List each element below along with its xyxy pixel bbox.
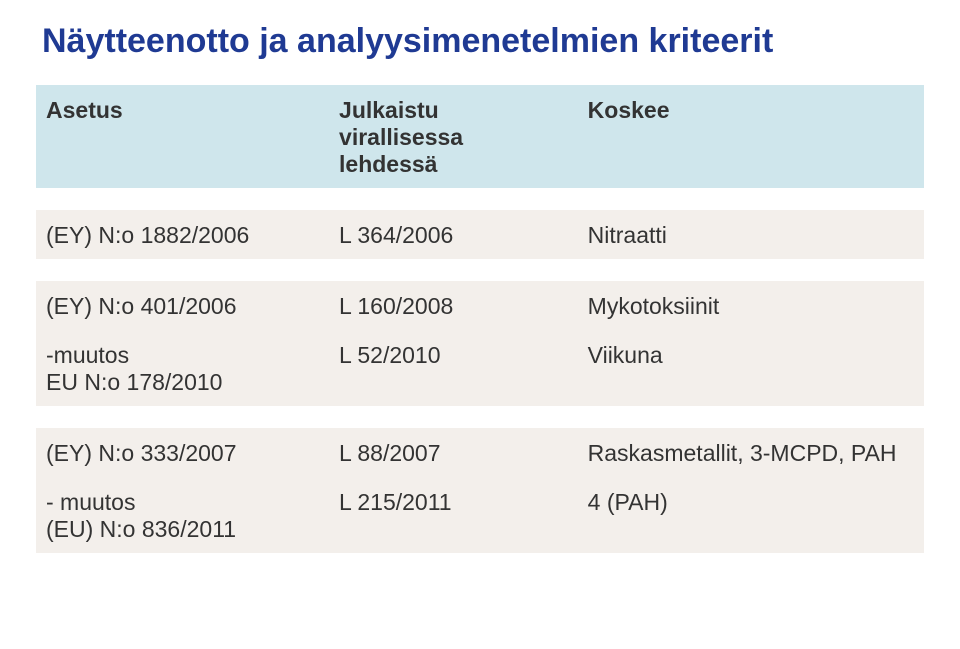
cell-asetus: (EY) N:o 333/2007 xyxy=(36,428,329,477)
col-header-koskee: Koskee xyxy=(578,85,924,188)
table-row: (EY) N:o 1882/2006 L 364/2006 Nitraatti xyxy=(36,210,924,259)
cell-julkaistu: L 160/2008 xyxy=(329,281,578,330)
page: Näytteenotto ja analyysimenetelmien krit… xyxy=(0,0,960,649)
cell-asetus: (EY) N:o 1882/2006 xyxy=(36,210,329,259)
col-header-asetus: Asetus xyxy=(36,85,329,188)
criteria-table: Asetus Julkaistu virallisessa lehdessä K… xyxy=(36,85,924,553)
table-spacer xyxy=(36,259,924,281)
table-row: -muutosEU N:o 178/2010 L 52/2010 Viikuna xyxy=(36,330,924,406)
table-row: (EY) N:o 333/2007 L 88/2007 Raskasmetall… xyxy=(36,428,924,477)
table-spacer xyxy=(36,188,924,210)
col-header-julkaistu: Julkaistu virallisessa lehdessä xyxy=(329,85,578,188)
cell-julkaistu: L 364/2006 xyxy=(329,210,578,259)
cell-julkaistu: L 52/2010 xyxy=(329,330,578,406)
cell-asetus: - muutos(EU) N:o 836/2011 xyxy=(36,477,329,553)
cell-koskee: Viikuna xyxy=(578,330,924,406)
cell-asetus: -muutosEU N:o 178/2010 xyxy=(36,330,329,406)
cell-koskee: Nitraatti xyxy=(578,210,924,259)
page-title: Näytteenotto ja analyysimenetelmien krit… xyxy=(42,22,924,61)
table-spacer xyxy=(36,406,924,428)
cell-julkaistu: L 88/2007 xyxy=(329,428,578,477)
cell-julkaistu: L 215/2011 xyxy=(329,477,578,553)
table-row: - muutos(EU) N:o 836/2011 L 215/2011 4 (… xyxy=(36,477,924,553)
cell-koskee: Mykotoksiinit xyxy=(578,281,924,330)
table-header-row: Asetus Julkaistu virallisessa lehdessä K… xyxy=(36,85,924,188)
cell-koskee: 4 (PAH) xyxy=(578,477,924,553)
table-row: (EY) N:o 401/2006 L 160/2008 Mykotoksiin… xyxy=(36,281,924,330)
cell-koskee: Raskasmetallit, 3-MCPD, PAH xyxy=(578,428,924,477)
cell-asetus: (EY) N:o 401/2006 xyxy=(36,281,329,330)
